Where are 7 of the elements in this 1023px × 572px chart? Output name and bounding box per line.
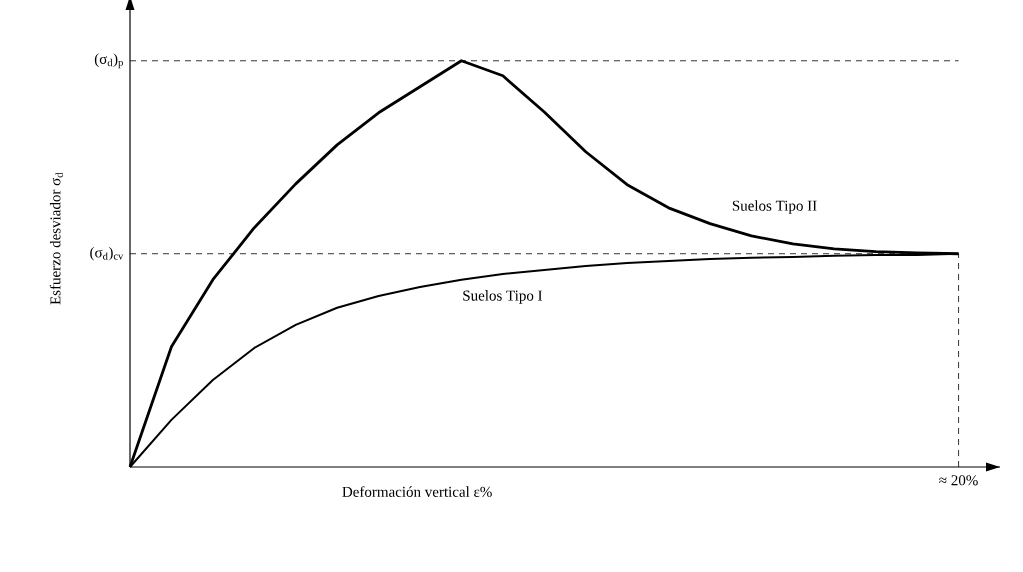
y-axis-title: Esfuerzo desviador σ$_{d}$ bbox=[49, 172, 63, 305]
ref-line-label: (σ$_{d}$)$_{cv}$ bbox=[90, 246, 124, 261]
text: ≈ 20% bbox=[939, 475, 978, 486]
series-label: Suelos Tipo I bbox=[463, 290, 543, 304]
x-axis-title: Deformación vertical ε% bbox=[342, 486, 492, 497]
ref-line-label: (σ$_{d}$)$_{p}$ bbox=[94, 53, 123, 69]
series-label: Suelos Tipo II bbox=[732, 200, 817, 214]
